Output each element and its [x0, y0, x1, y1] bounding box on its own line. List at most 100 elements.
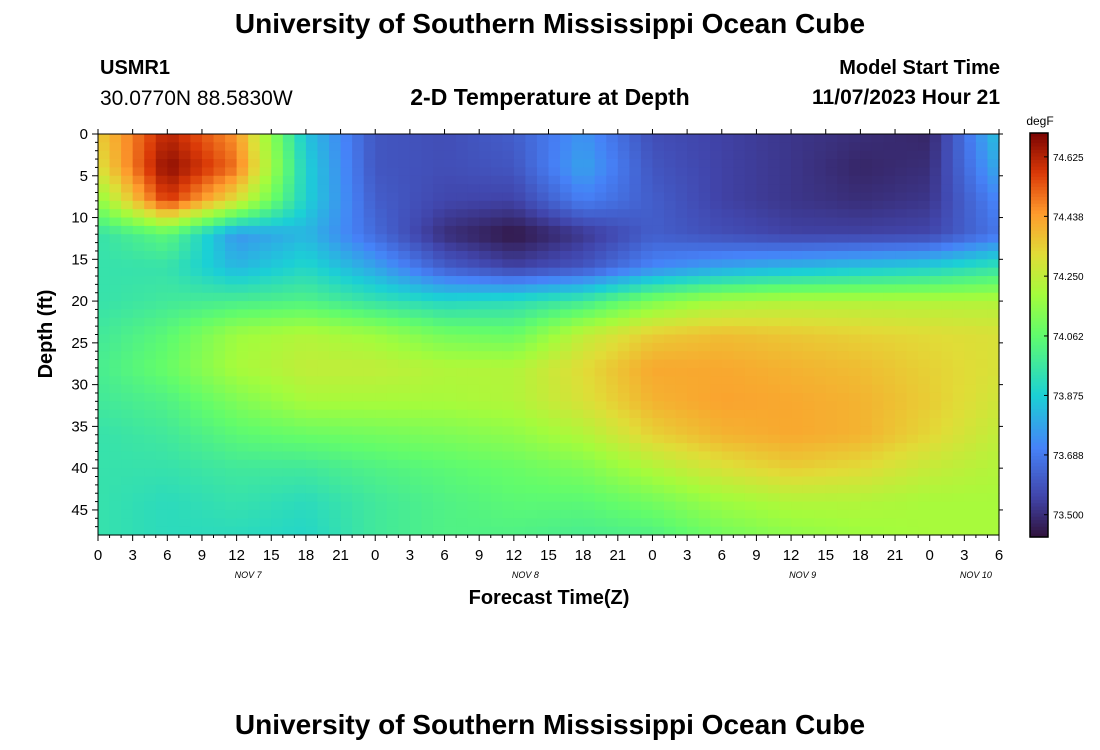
heatmap-cell [814, 468, 827, 478]
heatmap-cell [802, 342, 815, 352]
heatmap-cell [398, 200, 411, 210]
heatmap-cell [837, 518, 850, 528]
heatmap-cell [225, 250, 238, 260]
heatmap-cell [525, 334, 538, 344]
heatmap-cell [490, 443, 503, 453]
heatmap-cell [213, 334, 226, 344]
heatmap-cell [883, 276, 896, 285]
heatmap-cell [583, 509, 596, 519]
heatmap-cell [594, 175, 607, 185]
heatmap-cell [583, 451, 596, 461]
heatmap-cell [883, 159, 896, 169]
heatmap-cell [779, 392, 792, 402]
heatmap-cell [167, 451, 180, 461]
heatmap-cell [490, 376, 503, 386]
heatmap-cell [294, 317, 307, 327]
heatmap-cell [906, 468, 919, 478]
heatmap-cell [467, 250, 480, 260]
heatmap-cell [282, 217, 295, 227]
heatmap-cell [98, 476, 111, 486]
heatmap-cell [987, 501, 1000, 511]
colorbar-swatch [1030, 429, 1048, 434]
x-tick-label: 0 [926, 547, 934, 564]
heatmap-cell [155, 175, 168, 185]
heatmap-cell [606, 242, 619, 252]
heatmap-cell [687, 509, 700, 519]
heatmap-cell [525, 134, 538, 143]
heatmap-cell [536, 459, 550, 469]
heatmap-cell [352, 209, 365, 219]
heatmap-cell [236, 359, 249, 369]
heatmap-cell [964, 334, 977, 344]
heatmap-cell [409, 493, 423, 503]
heatmap-cell [629, 317, 642, 327]
heatmap-cell [975, 200, 989, 210]
heatmap-cell [802, 418, 815, 427]
heatmap-cell [871, 359, 885, 369]
heatmap-cell [490, 468, 503, 478]
heatmap-cell [536, 159, 550, 169]
heatmap-cell [132, 409, 145, 419]
heatmap-cell [409, 359, 423, 369]
heatmap-cell [490, 434, 503, 444]
heatmap-cell [305, 242, 319, 252]
heatmap-cell [606, 167, 619, 177]
x-tick-label: 15 [817, 547, 834, 564]
colorbar-swatch [1030, 483, 1048, 488]
heatmap-cell [860, 225, 873, 235]
heatmap-cell [929, 526, 942, 536]
heatmap-cell [952, 392, 965, 402]
heatmap-cell [109, 309, 122, 319]
heatmap-cell [329, 367, 342, 377]
y-tick-label: 10 [71, 210, 88, 227]
heatmap-cell [779, 225, 792, 235]
heatmap-cell [375, 526, 388, 536]
heatmap-cell [121, 493, 134, 503]
heatmap-cell [398, 167, 411, 177]
heatmap-cell [571, 292, 584, 302]
heatmap-cell [167, 184, 180, 194]
heatmap-cell [236, 150, 249, 160]
heatmap-cell [548, 426, 561, 436]
heatmap-cell [536, 301, 550, 311]
heatmap-cell [536, 134, 550, 143]
heatmap-cell [837, 334, 850, 344]
heatmap-cell [548, 367, 561, 377]
heatmap-cell [513, 443, 526, 453]
heatmap-cell [756, 134, 769, 143]
heatmap-cell [606, 292, 619, 302]
heatmap-cell [167, 309, 180, 319]
heatmap-cell [791, 501, 804, 511]
x-tick-label: 9 [475, 547, 483, 564]
heatmap-cell [317, 518, 330, 528]
heatmap-cell [467, 184, 480, 194]
heatmap-cell [918, 225, 931, 235]
heatmap-cell [606, 184, 619, 194]
heatmap-cell [791, 167, 804, 177]
heatmap-cell [121, 509, 134, 519]
heatmap-cell [213, 234, 226, 244]
heatmap-cell [352, 167, 365, 177]
heatmap-cell [294, 359, 307, 369]
heatmap-cell [664, 192, 677, 202]
heatmap-cell [409, 418, 423, 427]
heatmap-cell [525, 418, 538, 427]
heatmap-cell [225, 426, 238, 436]
heatmap-cell [744, 209, 758, 219]
heatmap-cell [225, 359, 238, 369]
heatmap-cell [248, 259, 261, 269]
heatmap-cell [825, 192, 838, 202]
heatmap-cell [132, 367, 145, 377]
heatmap-cell [155, 359, 168, 369]
heatmap-cell [583, 175, 596, 185]
heatmap-cell [132, 175, 145, 185]
heatmap-cell [456, 217, 469, 227]
heatmap-cell [733, 284, 746, 294]
heatmap-cell [155, 501, 168, 511]
heatmap-cell [317, 309, 330, 319]
heatmap-cell [536, 175, 550, 185]
heatmap-cell [132, 242, 145, 252]
heatmap-cell [352, 200, 365, 210]
heatmap-cell [294, 217, 307, 227]
